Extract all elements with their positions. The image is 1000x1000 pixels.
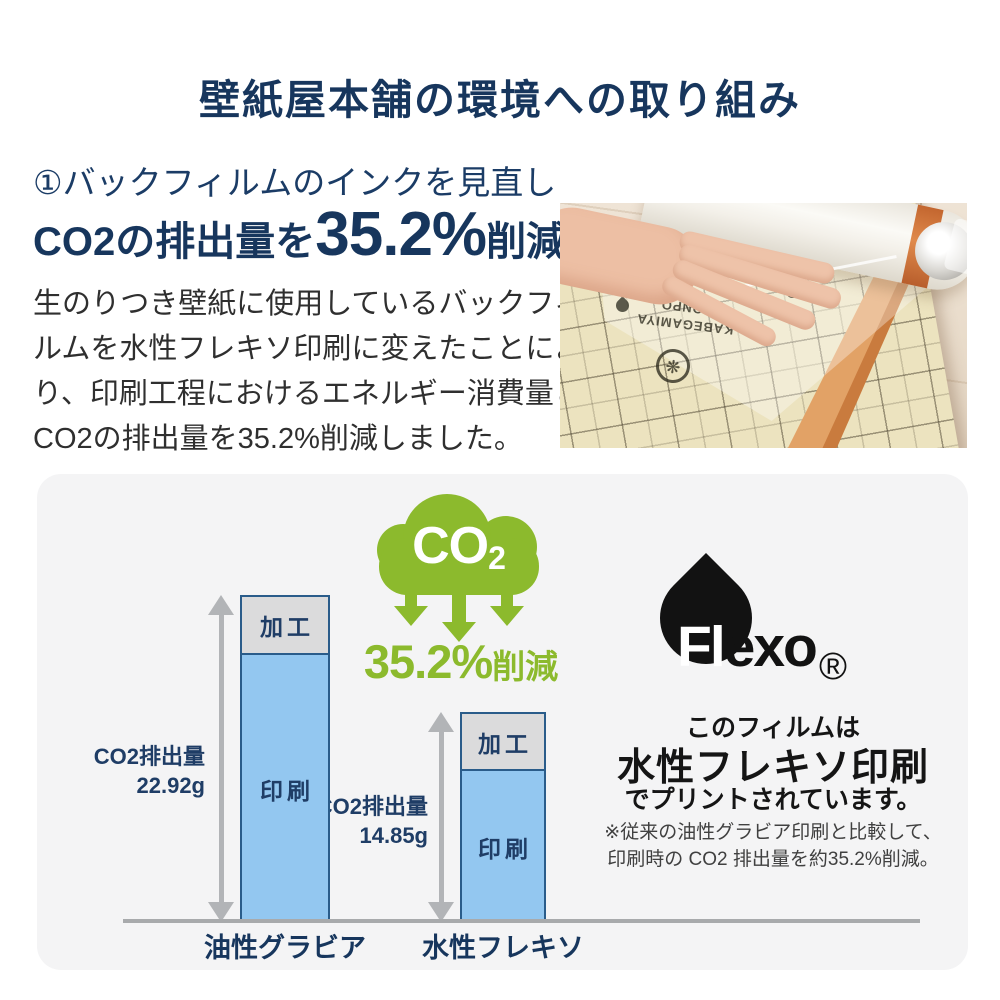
product-photo: KABEGAMIYA HONPO ❋ bbox=[560, 203, 967, 448]
reduction-text: 35.2% 削減 bbox=[363, 635, 559, 688]
flexo-note-line2: 印刷時の CO2 排出量を約35.2%削減。 bbox=[607, 849, 939, 870]
segment-label: 加工 bbox=[260, 614, 314, 640]
stat-label: CO2排出量 bbox=[316, 794, 428, 819]
category-label-oil-gravure: 油性グラビア bbox=[204, 933, 366, 963]
headline-suffix: 削減 bbox=[486, 220, 567, 264]
flexo-caption-line2: 水性フレキソ印刷 bbox=[616, 747, 929, 789]
stat-value: 14.85g bbox=[359, 823, 429, 848]
segment-label: 加工 bbox=[478, 730, 532, 757]
chart-baseline bbox=[123, 919, 920, 923]
co2-cloud-icon: CO2 bbox=[377, 494, 541, 595]
co2-cloud-text: CO2 bbox=[412, 517, 506, 576]
measure-arrow-right bbox=[428, 712, 454, 922]
flexo-caption-line1: このフィルムは bbox=[685, 714, 860, 742]
down-arrow-icon bbox=[394, 586, 428, 626]
page-title: 壁紙屋本舗の環境への取り組み bbox=[199, 77, 801, 123]
flexo-note-line1: ※従来の油性グラビア印刷と比較して、 bbox=[604, 822, 942, 843]
section-heading: ①バックフィルムのインクを見直し bbox=[33, 164, 557, 201]
stat-value: 22.92g bbox=[136, 773, 206, 798]
registered-mark: ® bbox=[819, 646, 847, 688]
headline-prefix: CO2の排出量を bbox=[33, 220, 316, 264]
bar-water-flexo: 加工 印刷 bbox=[460, 712, 546, 922]
comparison-panel: 加工 印刷 CO2排出量 22.92g 加工 印刷 CO2排出量 14.85g bbox=[37, 474, 968, 970]
flexo-caption-line3: でプリントされています。 bbox=[624, 786, 922, 814]
flexo-logo: Flexo bbox=[677, 615, 818, 679]
down-arrow-icon bbox=[442, 586, 476, 642]
down-arrow-icon bbox=[490, 586, 524, 626]
segment-label: 印刷 bbox=[260, 777, 314, 804]
bar-oil-gravure: 加工 印刷 bbox=[240, 595, 330, 922]
segment-label: 印刷 bbox=[478, 835, 532, 862]
measure-arrow-left bbox=[208, 595, 234, 922]
bar-segment-processing: 加工 bbox=[242, 597, 328, 655]
headline: CO2の排出量を 35.2% 削減 bbox=[33, 204, 566, 266]
body-text: 生のりつき壁紙に使用しているバックフィルムを水性フレキソ印刷に変えたことにより、… bbox=[33, 288, 584, 455]
stat-label: CO2排出量 bbox=[93, 744, 205, 769]
bar-segment-printing: 印刷 bbox=[242, 655, 328, 922]
category-label-water-flexo: 水性フレキソ bbox=[422, 933, 584, 963]
bar-segment-printing: 印刷 bbox=[462, 771, 544, 922]
bar-segment-processing: 加工 bbox=[462, 714, 544, 771]
stat-oil-gravure: CO2排出量 22.92g bbox=[55, 742, 205, 800]
headline-value: 35.2% bbox=[315, 200, 487, 269]
stat-water-flexo: CO2排出量 14.85g bbox=[278, 792, 428, 850]
co2-reduction-badge: CO2 35.2% 削減 bbox=[364, 494, 558, 694]
